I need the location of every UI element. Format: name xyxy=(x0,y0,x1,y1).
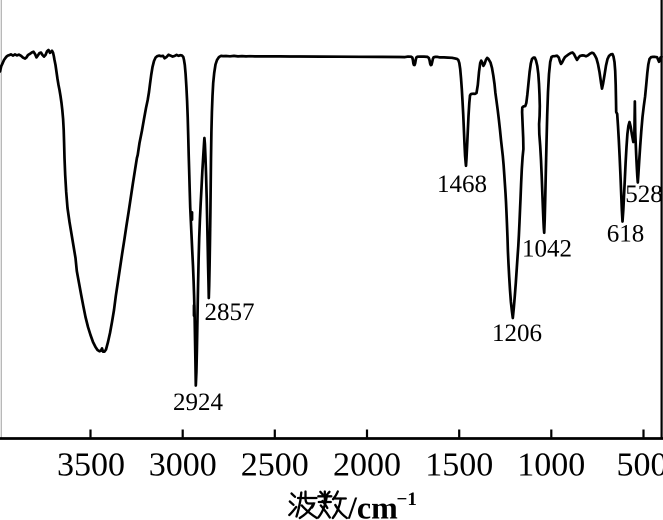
svg-text:1468: 1468 xyxy=(437,171,487,198)
svg-text:2924: 2924 xyxy=(173,389,224,416)
svg-text:2500: 2500 xyxy=(241,447,309,484)
svg-text:1500: 1500 xyxy=(425,447,493,484)
svg-text:618: 618 xyxy=(607,221,645,248)
svg-text:1000: 1000 xyxy=(517,447,585,484)
svg-text:1206: 1206 xyxy=(492,320,542,347)
svg-text:3500: 3500 xyxy=(57,447,125,484)
svg-text:2857: 2857 xyxy=(205,299,255,326)
svg-text:2000: 2000 xyxy=(333,447,401,484)
svg-text:500: 500 xyxy=(617,447,663,484)
svg-text:528: 528 xyxy=(625,181,663,208)
svg-text:1042: 1042 xyxy=(522,236,572,263)
svg-text:3000: 3000 xyxy=(149,447,217,484)
svg-text:−1: −1 xyxy=(397,489,417,510)
svg-text:/cm: /cm xyxy=(347,490,398,520)
